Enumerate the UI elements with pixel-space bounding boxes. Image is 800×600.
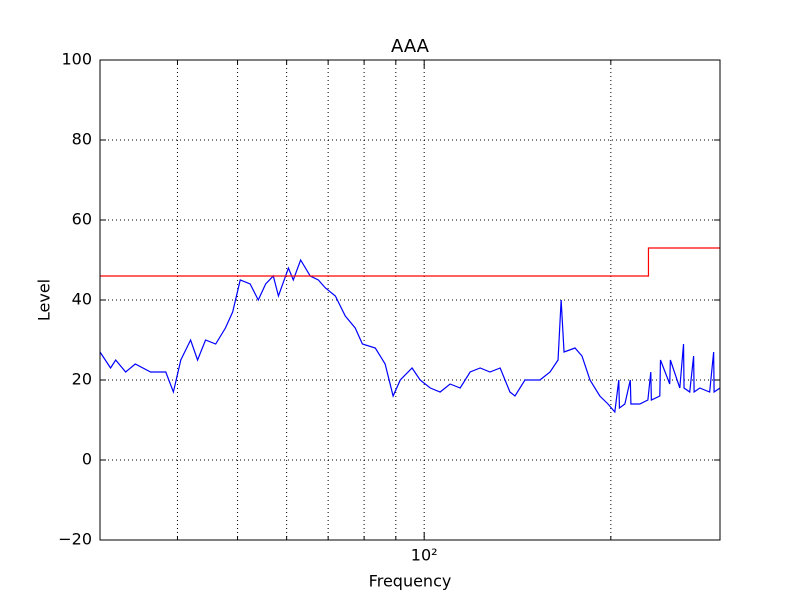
y-tick-label: 40 xyxy=(72,290,92,309)
y-tick-label: 20 xyxy=(72,370,92,389)
plot-frame xyxy=(99,59,721,541)
series-line xyxy=(100,247,720,277)
x-tick-label: 10² xyxy=(411,546,438,565)
y-tick-label: 100 xyxy=(61,50,92,69)
y-tick-label: 80 xyxy=(72,130,92,149)
y-axis-label: Level xyxy=(35,279,54,321)
y-tick-label: 0 xyxy=(82,450,92,469)
series-line xyxy=(100,258,720,414)
y-tick-label: 60 xyxy=(72,210,92,229)
x-axis-label: Frequency xyxy=(369,572,452,591)
y-tick-label: −20 xyxy=(58,530,92,549)
chart-title: AAA xyxy=(391,36,430,57)
